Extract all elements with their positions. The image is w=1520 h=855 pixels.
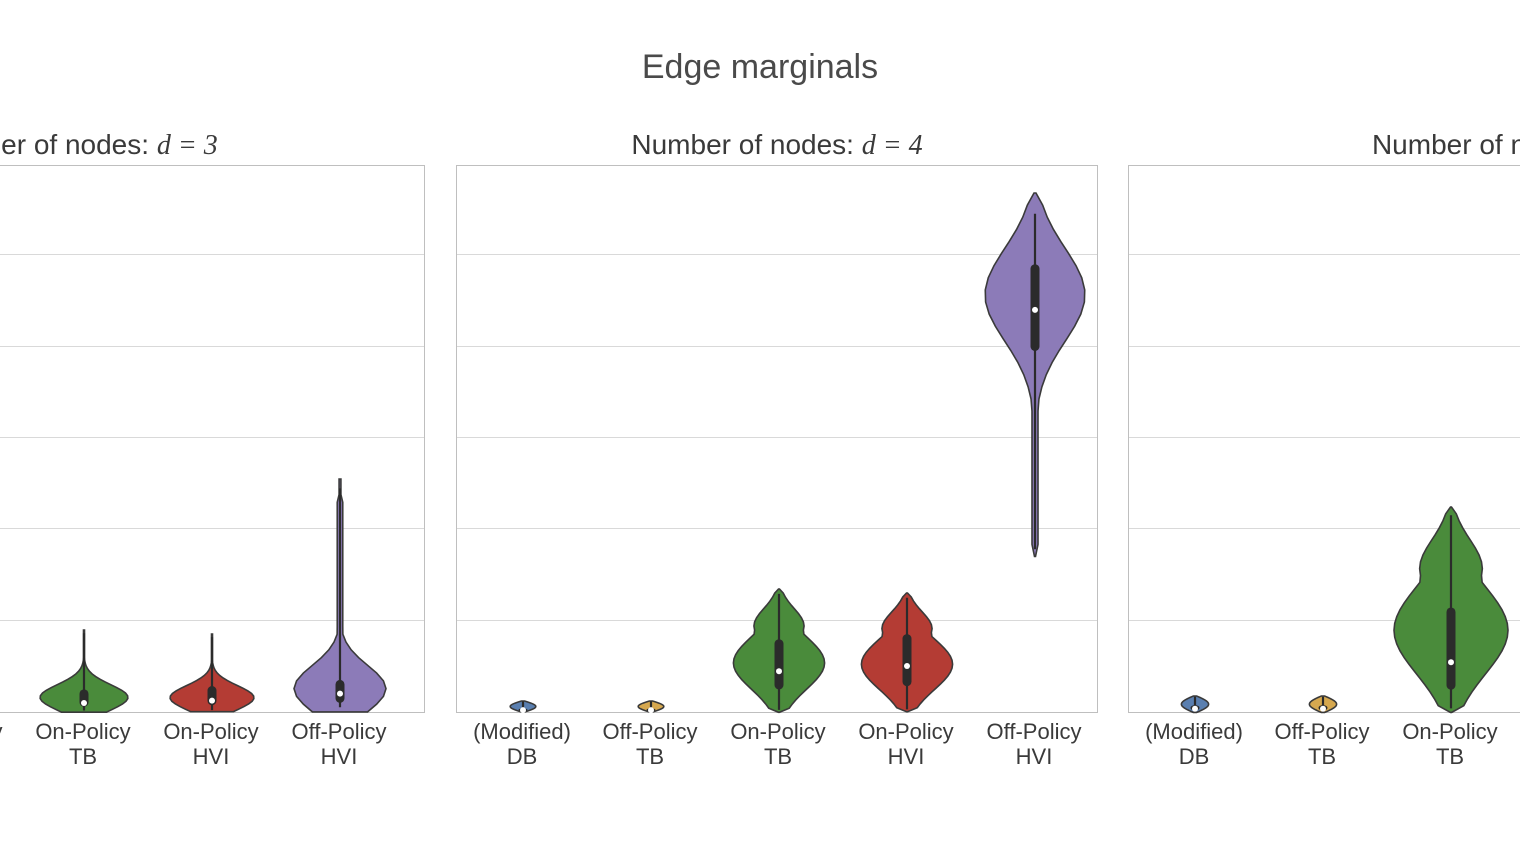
violin-box (1447, 607, 1456, 689)
gridline (1129, 437, 1520, 438)
panel-d5: Number of n(Modified)DBOff-PolicyTBOn-Po… (1128, 165, 1520, 713)
panel-title-text: Number of nodes: (631, 129, 861, 160)
xaxis-label-on_policy_hvi: On-PolicyHVI (1514, 719, 1520, 770)
violin-modified_db (488, 701, 558, 712)
panel-d3: mber of nodes: d = 3(Modified)DBOff-Poli… (0, 165, 425, 713)
violin-median-dot (1192, 705, 1198, 711)
xaxis-label-on_policy_tb: On-PolicyTB (1386, 719, 1514, 770)
xaxis-label-on_policy_hvi: On-PolicyHVI (842, 719, 970, 770)
violin-box (903, 634, 912, 686)
panel-title: Number of nodes: d = 4 (456, 129, 1098, 162)
violin-box (775, 639, 784, 689)
xaxis-label-off_policy_hvi: Off-PolicyHVI (970, 719, 1098, 770)
violin-on_policy_hvi (1516, 502, 1520, 712)
violin-median-dot (1448, 659, 1454, 665)
panel-title-text: mber of nodes: (0, 129, 157, 160)
violin-on_policy_tb (1388, 507, 1514, 713)
x-axis-labels: (Modified)DBOff-PolicyTBOn-PolicyTBOn-Po… (456, 713, 1098, 773)
violin-median-dot (1320, 705, 1326, 711)
x-axis-labels: (Modified)DBOff-PolicyTBOn-PolicyTBOn-Po… (1128, 713, 1520, 773)
xaxis-label-off_policy_tb: Off-PolicyTB (0, 719, 19, 770)
xaxis-label-on_policy_tb: On-PolicyTB (19, 719, 147, 770)
panel-title-var: d = 4 (862, 130, 923, 161)
violin-modified_db (1158, 696, 1232, 712)
violin-off_policy_tb (616, 701, 686, 712)
xaxis-label-off_policy_tb: Off-PolicyTB (1258, 719, 1386, 770)
violin-median-dot (209, 698, 215, 704)
plot-area (0, 165, 425, 713)
panel-title-var: d = 3 (157, 130, 218, 161)
figure: Edge marginals mber of nodes: d = 3(Modi… (0, 0, 1520, 855)
x-axis-labels: (Modified)DBOff-PolicyTBOn-PolicyTBOn-Po… (0, 713, 425, 773)
gridline (1129, 346, 1520, 347)
violin-on_policy_tb (37, 630, 131, 712)
violin-off_policy_tb (1286, 696, 1360, 712)
xaxis-label-off_policy_tb: Off-PolicyTB (586, 719, 714, 770)
violin-on_policy_hvi (167, 634, 257, 712)
xaxis-label-modified_db: (Modified)DB (458, 719, 586, 770)
panel-title-text: Number of n (1372, 129, 1520, 160)
violin-on_policy_hvi (856, 593, 958, 712)
xaxis-label-off_policy_hvi: Off-PolicyHVI (275, 719, 403, 770)
violin-median-dot (776, 668, 782, 674)
gridline (1129, 254, 1520, 255)
panel-title: mber of nodes: d = 3 (0, 129, 425, 162)
violin-off_policy_hvi (291, 479, 389, 712)
violin-off_policy_hvi (982, 193, 1088, 712)
gridline (0, 254, 424, 255)
gridline (0, 437, 424, 438)
figure-suptitle: Edge marginals (0, 48, 1520, 87)
violin-median-dot (1032, 307, 1038, 313)
xaxis-label-on_policy_tb: On-PolicyTB (714, 719, 842, 770)
plot-area (456, 165, 1098, 713)
plot-area (1128, 165, 1520, 713)
panel-title: Number of n (1128, 129, 1520, 162)
xaxis-label-modified_db: (Modified)DB (1130, 719, 1258, 770)
violin-median-dot (81, 700, 87, 706)
violin-median-dot (337, 691, 343, 697)
violin-median-dot (904, 663, 910, 669)
panel-d4: Number of nodes: d = 4(Modified)DBOff-Po… (456, 165, 1098, 713)
violin-on_policy_tb (728, 589, 830, 712)
gridline (0, 346, 424, 347)
xaxis-label-on_policy_hvi: On-PolicyHVI (147, 719, 275, 770)
